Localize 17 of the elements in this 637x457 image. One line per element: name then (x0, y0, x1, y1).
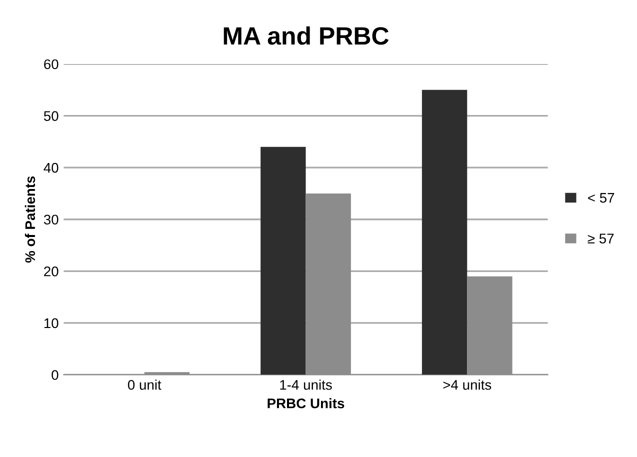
y-tick-label: 50 (44, 111, 58, 121)
x-axis-title: PRBC Units (268, 398, 344, 408)
x-tick-label: 1-4 units (280, 380, 332, 390)
y-tick-label: 10 (44, 318, 58, 328)
y-axis-title: % of Patients (24, 176, 36, 263)
bar (422, 90, 468, 375)
bar (260, 146, 306, 375)
chart-title: MA and PRBC (224, 26, 389, 45)
y-tick-label: 20 (44, 266, 58, 276)
x-tick-label: 0 unit (128, 380, 162, 390)
x-tick-label: >4 units (443, 380, 492, 390)
y-tick-label: 60 (44, 59, 58, 70)
y-tick-label: 40 (44, 162, 58, 173)
legend-label: < 57 (588, 193, 614, 203)
y-tick-label: 30 (44, 214, 58, 225)
y-tick-label: 0 (52, 370, 58, 380)
legend-label: ≥ 57 (588, 234, 614, 244)
